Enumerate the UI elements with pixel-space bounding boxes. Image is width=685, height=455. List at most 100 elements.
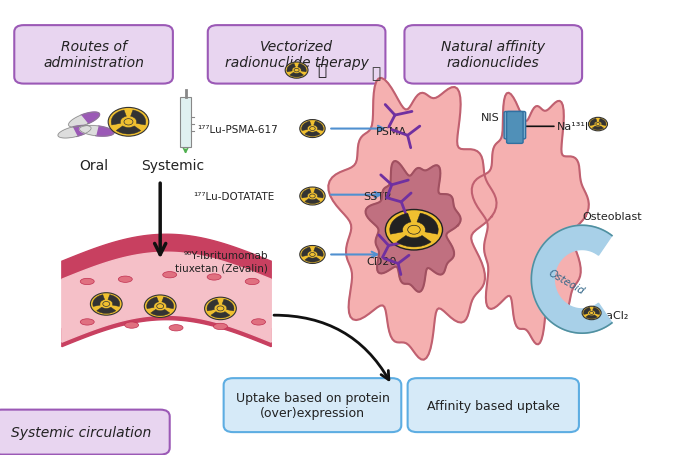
Text: ⁹⁰Y-Ibritumomab
tiuxetan (Zevalin): ⁹⁰Y-Ibritumomab tiuxetan (Zevalin) bbox=[175, 251, 268, 273]
Ellipse shape bbox=[163, 272, 177, 278]
Wedge shape bbox=[287, 64, 295, 73]
Circle shape bbox=[145, 295, 176, 318]
Circle shape bbox=[408, 226, 421, 235]
Ellipse shape bbox=[80, 319, 95, 325]
Wedge shape bbox=[314, 122, 323, 131]
Circle shape bbox=[90, 293, 122, 315]
Wedge shape bbox=[314, 248, 323, 257]
Wedge shape bbox=[314, 189, 323, 198]
Wedge shape bbox=[301, 122, 311, 131]
Circle shape bbox=[300, 120, 325, 138]
FancyBboxPatch shape bbox=[14, 26, 173, 84]
Polygon shape bbox=[95, 126, 114, 137]
Wedge shape bbox=[301, 189, 311, 198]
Wedge shape bbox=[147, 297, 158, 309]
Ellipse shape bbox=[125, 322, 138, 329]
Wedge shape bbox=[97, 308, 116, 314]
Wedge shape bbox=[397, 236, 431, 248]
Circle shape bbox=[157, 304, 164, 309]
FancyBboxPatch shape bbox=[180, 98, 190, 147]
Circle shape bbox=[596, 123, 600, 126]
Text: Uptake based on protein
(over)expression: Uptake based on protein (over)expression bbox=[236, 391, 389, 419]
Text: ¹⁷⁷Lu-PSMA-617: ¹⁷⁷Lu-PSMA-617 bbox=[197, 124, 277, 134]
Text: Oral: Oral bbox=[79, 158, 108, 172]
Polygon shape bbox=[328, 79, 497, 360]
Text: Systemic circulation: Systemic circulation bbox=[11, 425, 151, 439]
Ellipse shape bbox=[207, 274, 221, 280]
Wedge shape bbox=[590, 119, 597, 126]
Text: NIS: NIS bbox=[481, 112, 499, 122]
Ellipse shape bbox=[169, 325, 183, 331]
Wedge shape bbox=[599, 119, 606, 126]
FancyBboxPatch shape bbox=[507, 112, 523, 144]
Polygon shape bbox=[62, 235, 271, 279]
Wedge shape bbox=[131, 111, 146, 126]
Circle shape bbox=[300, 246, 325, 264]
Polygon shape bbox=[72, 126, 91, 137]
Text: Natural affinity
radionuclides: Natural affinity radionuclides bbox=[441, 40, 545, 71]
Circle shape bbox=[217, 306, 224, 311]
Wedge shape bbox=[162, 297, 174, 309]
Text: Systemic: Systemic bbox=[141, 158, 204, 172]
Wedge shape bbox=[390, 214, 411, 235]
Wedge shape bbox=[222, 299, 234, 311]
Wedge shape bbox=[301, 248, 311, 257]
Wedge shape bbox=[586, 315, 597, 319]
Polygon shape bbox=[68, 116, 88, 128]
Circle shape bbox=[590, 312, 594, 315]
Wedge shape bbox=[108, 295, 120, 307]
Text: Osteoblast: Osteoblast bbox=[582, 212, 642, 222]
Wedge shape bbox=[151, 310, 170, 316]
Text: PSMA: PSMA bbox=[376, 126, 407, 136]
Text: ¹⁷⁷Lu-DOTATATE: ¹⁷⁷Lu-DOTATATE bbox=[193, 192, 275, 202]
Text: Vectorized
radionuclide therapy: Vectorized radionuclide therapy bbox=[225, 40, 369, 71]
Ellipse shape bbox=[119, 277, 132, 283]
FancyBboxPatch shape bbox=[0, 410, 170, 455]
Polygon shape bbox=[472, 94, 589, 344]
Text: 🔒: 🔒 bbox=[371, 66, 380, 81]
Circle shape bbox=[205, 298, 236, 320]
Circle shape bbox=[124, 119, 133, 126]
Wedge shape bbox=[305, 258, 320, 263]
FancyBboxPatch shape bbox=[223, 378, 401, 432]
Circle shape bbox=[285, 63, 308, 79]
Polygon shape bbox=[366, 162, 460, 292]
Polygon shape bbox=[62, 253, 271, 343]
Text: CD20: CD20 bbox=[366, 257, 397, 267]
Wedge shape bbox=[92, 295, 105, 307]
Wedge shape bbox=[290, 73, 303, 78]
Wedge shape bbox=[417, 214, 438, 235]
Ellipse shape bbox=[251, 319, 266, 325]
Text: 🔑: 🔑 bbox=[317, 63, 327, 78]
Text: SSTR: SSTR bbox=[363, 192, 392, 202]
Wedge shape bbox=[593, 308, 599, 315]
Circle shape bbox=[310, 127, 315, 131]
Polygon shape bbox=[79, 126, 98, 136]
Polygon shape bbox=[58, 128, 77, 139]
Polygon shape bbox=[81, 113, 99, 125]
Text: Na¹³¹I: Na¹³¹I bbox=[557, 122, 589, 132]
Circle shape bbox=[386, 210, 443, 250]
Wedge shape bbox=[211, 312, 230, 318]
Ellipse shape bbox=[245, 279, 259, 285]
Wedge shape bbox=[305, 132, 320, 137]
Circle shape bbox=[103, 302, 110, 307]
FancyBboxPatch shape bbox=[408, 378, 579, 432]
Text: Routes of
administration: Routes of administration bbox=[43, 40, 144, 71]
Text: Affinity based uptake: Affinity based uptake bbox=[427, 399, 560, 412]
Polygon shape bbox=[62, 302, 271, 347]
FancyBboxPatch shape bbox=[208, 26, 386, 84]
Wedge shape bbox=[298, 64, 306, 73]
Circle shape bbox=[310, 253, 315, 257]
FancyBboxPatch shape bbox=[404, 26, 582, 84]
Polygon shape bbox=[532, 226, 612, 334]
Wedge shape bbox=[584, 308, 590, 315]
Wedge shape bbox=[116, 126, 140, 135]
Circle shape bbox=[300, 187, 325, 206]
Text: Osteoid: Osteoid bbox=[547, 268, 586, 296]
Circle shape bbox=[108, 108, 149, 137]
Ellipse shape bbox=[80, 279, 95, 285]
Wedge shape bbox=[593, 126, 603, 131]
Circle shape bbox=[310, 195, 315, 198]
Wedge shape bbox=[305, 199, 320, 204]
